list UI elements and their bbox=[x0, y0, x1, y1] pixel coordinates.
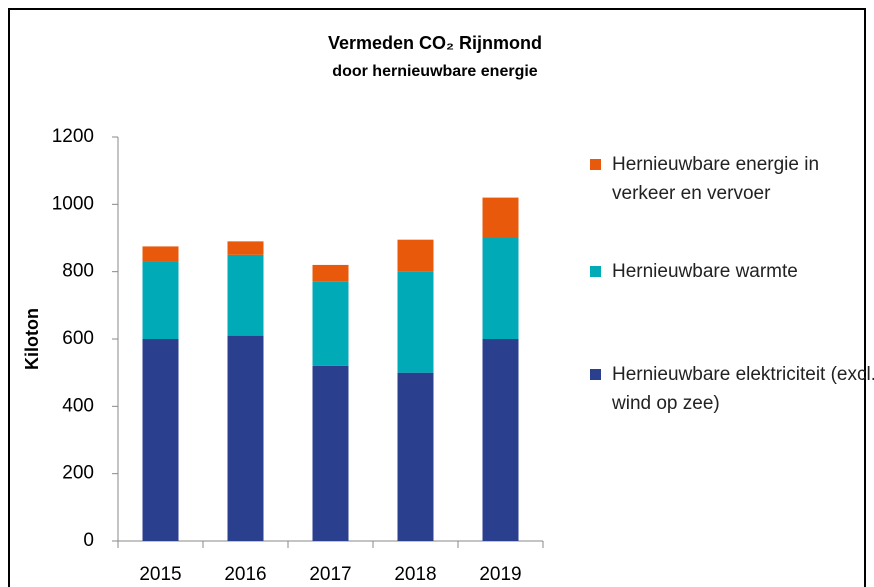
y-tick-label: 400 bbox=[62, 395, 94, 416]
bar-segment bbox=[312, 264, 349, 282]
bar-segment bbox=[142, 261, 179, 339]
y-axis-label: Kiloton bbox=[22, 308, 42, 370]
bar-segment bbox=[312, 281, 349, 366]
y-tick-label: 1000 bbox=[52, 193, 94, 214]
x-tick-label: 2018 bbox=[394, 564, 436, 585]
legend-item: Hernieuwbare elektriciteit (excl. wind o… bbox=[590, 360, 874, 418]
legend-label: Hernieuwbare energie in verkeer en vervo… bbox=[612, 154, 820, 204]
y-tick-label: 800 bbox=[62, 261, 94, 282]
legend-item: Hernieuwbare warmte bbox=[590, 257, 874, 286]
y-tick-label: 0 bbox=[83, 530, 94, 551]
bar-segment bbox=[482, 339, 519, 541]
legend-label: Hernieuwbare elektriciteit (excl. wind o… bbox=[612, 364, 874, 414]
x-tick-label: 2017 bbox=[309, 564, 351, 585]
chart-subtitle: door hernieuwbare energie bbox=[332, 63, 537, 80]
x-tick-label: 2016 bbox=[224, 564, 266, 585]
bar-segment bbox=[482, 238, 519, 339]
legend-swatch bbox=[590, 159, 601, 170]
frame bbox=[8, 8, 866, 587]
bar-segment bbox=[312, 365, 349, 541]
x-tick-label: 2019 bbox=[479, 564, 521, 585]
bar-segment bbox=[397, 271, 434, 373]
x-tick-label: 2015 bbox=[139, 564, 181, 585]
bar-segment bbox=[397, 239, 434, 272]
legend-swatch bbox=[590, 369, 601, 380]
bar-segment bbox=[142, 246, 179, 262]
legend-label: Hernieuwbare warmte bbox=[612, 261, 798, 282]
y-tick-label: 1200 bbox=[52, 126, 94, 147]
bar-segment bbox=[227, 241, 264, 255]
bar-segment bbox=[227, 335, 264, 541]
y-tick-label: 600 bbox=[62, 328, 94, 349]
legend-item: Hernieuwbare energie in verkeer en vervo… bbox=[590, 150, 874, 208]
y-tick-label: 200 bbox=[62, 463, 94, 484]
bar-segment bbox=[397, 372, 434, 541]
bar-segment bbox=[482, 197, 519, 238]
chart-title: Vermeden CO₂ Rijnmond bbox=[328, 33, 542, 53]
legend-swatch bbox=[590, 266, 601, 277]
bar-segment bbox=[142, 339, 179, 541]
bar-segment bbox=[227, 254, 264, 336]
